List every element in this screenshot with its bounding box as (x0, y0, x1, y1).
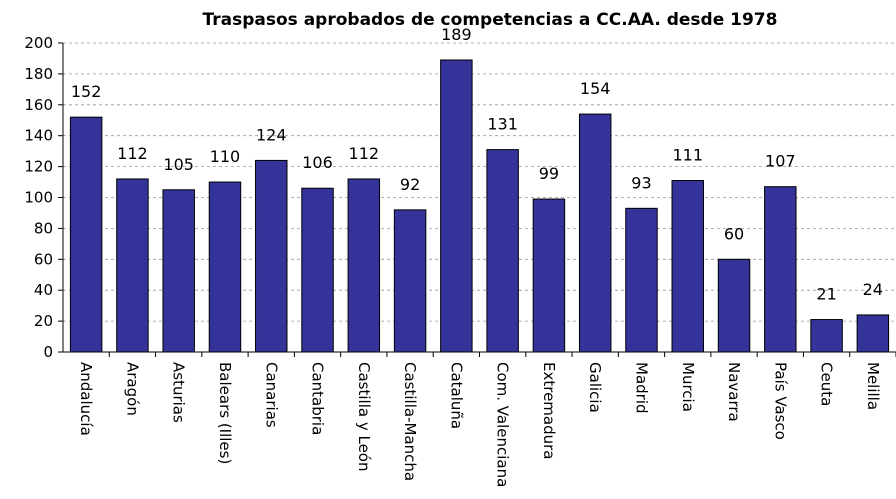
value-label: 112 (117, 144, 148, 163)
y-tick-label: 120 (24, 158, 53, 176)
y-tick-label: 100 (24, 189, 53, 207)
y-tick-label: 140 (24, 127, 53, 145)
x-tick-label: Canarias (262, 362, 280, 428)
bar (810, 319, 843, 353)
value-label: 21 (816, 285, 836, 304)
bar (532, 198, 566, 353)
value-label: 93 (631, 173, 651, 192)
x-tick-label: Murcia (679, 362, 697, 412)
x-tick-label: Ceuta (818, 362, 836, 406)
value-label: 24 (863, 280, 883, 299)
x-tick-label: Melilla (864, 362, 882, 410)
x-tick-label: Castilla y León (355, 362, 373, 471)
value-label: 92 (400, 175, 420, 194)
y-tick-label: 20 (34, 312, 53, 330)
bar (255, 159, 288, 353)
y-tick-label: 40 (34, 281, 53, 299)
x-tick-label: Galicia (586, 362, 604, 413)
y-tick-label: 160 (24, 96, 53, 114)
bar (486, 149, 519, 353)
bar (671, 180, 704, 353)
x-tick-label: Madrid (632, 362, 650, 414)
y-tick-label: 60 (34, 250, 53, 268)
value-label: 124 (256, 125, 287, 144)
bar (764, 186, 797, 353)
bar (393, 209, 427, 353)
chart-title: Traspasos aprobados de competencias a CC… (203, 10, 778, 30)
value-label: 106 (302, 153, 333, 172)
bar (301, 187, 334, 353)
x-tick-label: Com. Valenciana (494, 362, 512, 487)
bar (578, 113, 612, 353)
x-tick-label: Castilla-Mancha (401, 362, 419, 481)
bar (69, 116, 103, 353)
x-tick-label: País Vasco (771, 362, 789, 440)
bar (625, 207, 658, 353)
x-tick-label: Andalucía (77, 362, 95, 436)
bar (116, 178, 149, 353)
bar (162, 189, 195, 353)
x-tick-label: Aragón (123, 362, 141, 416)
value-label: 105 (163, 155, 194, 174)
bar (717, 258, 751, 353)
x-tick-label: Extremadura (540, 362, 558, 460)
value-label: 111 (672, 146, 703, 165)
x-tick-label: Cantabria (309, 362, 327, 435)
y-tick-label: 180 (24, 65, 53, 83)
value-label: 60 (724, 224, 744, 243)
bar (208, 181, 242, 353)
x-tick-label: Asturias (170, 362, 188, 423)
y-tick-label: 0 (43, 343, 53, 361)
value-label: 154 (580, 79, 611, 98)
value-label: 99 (539, 164, 559, 183)
value-label: 189 (441, 25, 472, 44)
bar (440, 59, 473, 353)
bar (856, 314, 890, 353)
y-tick-label: 80 (34, 219, 53, 237)
x-tick-label: Cataluña (447, 362, 465, 429)
value-label: 152 (71, 82, 102, 101)
value-label: 107 (765, 152, 796, 171)
x-tick-label: Balears (Illes) (216, 362, 234, 464)
value-label: 131 (487, 115, 518, 134)
x-tick-label: Navarra (725, 362, 743, 422)
y-tick-label: 200 (24, 34, 53, 52)
bar (347, 178, 381, 353)
value-label: 112 (349, 144, 380, 163)
value-label: 110 (210, 147, 241, 166)
